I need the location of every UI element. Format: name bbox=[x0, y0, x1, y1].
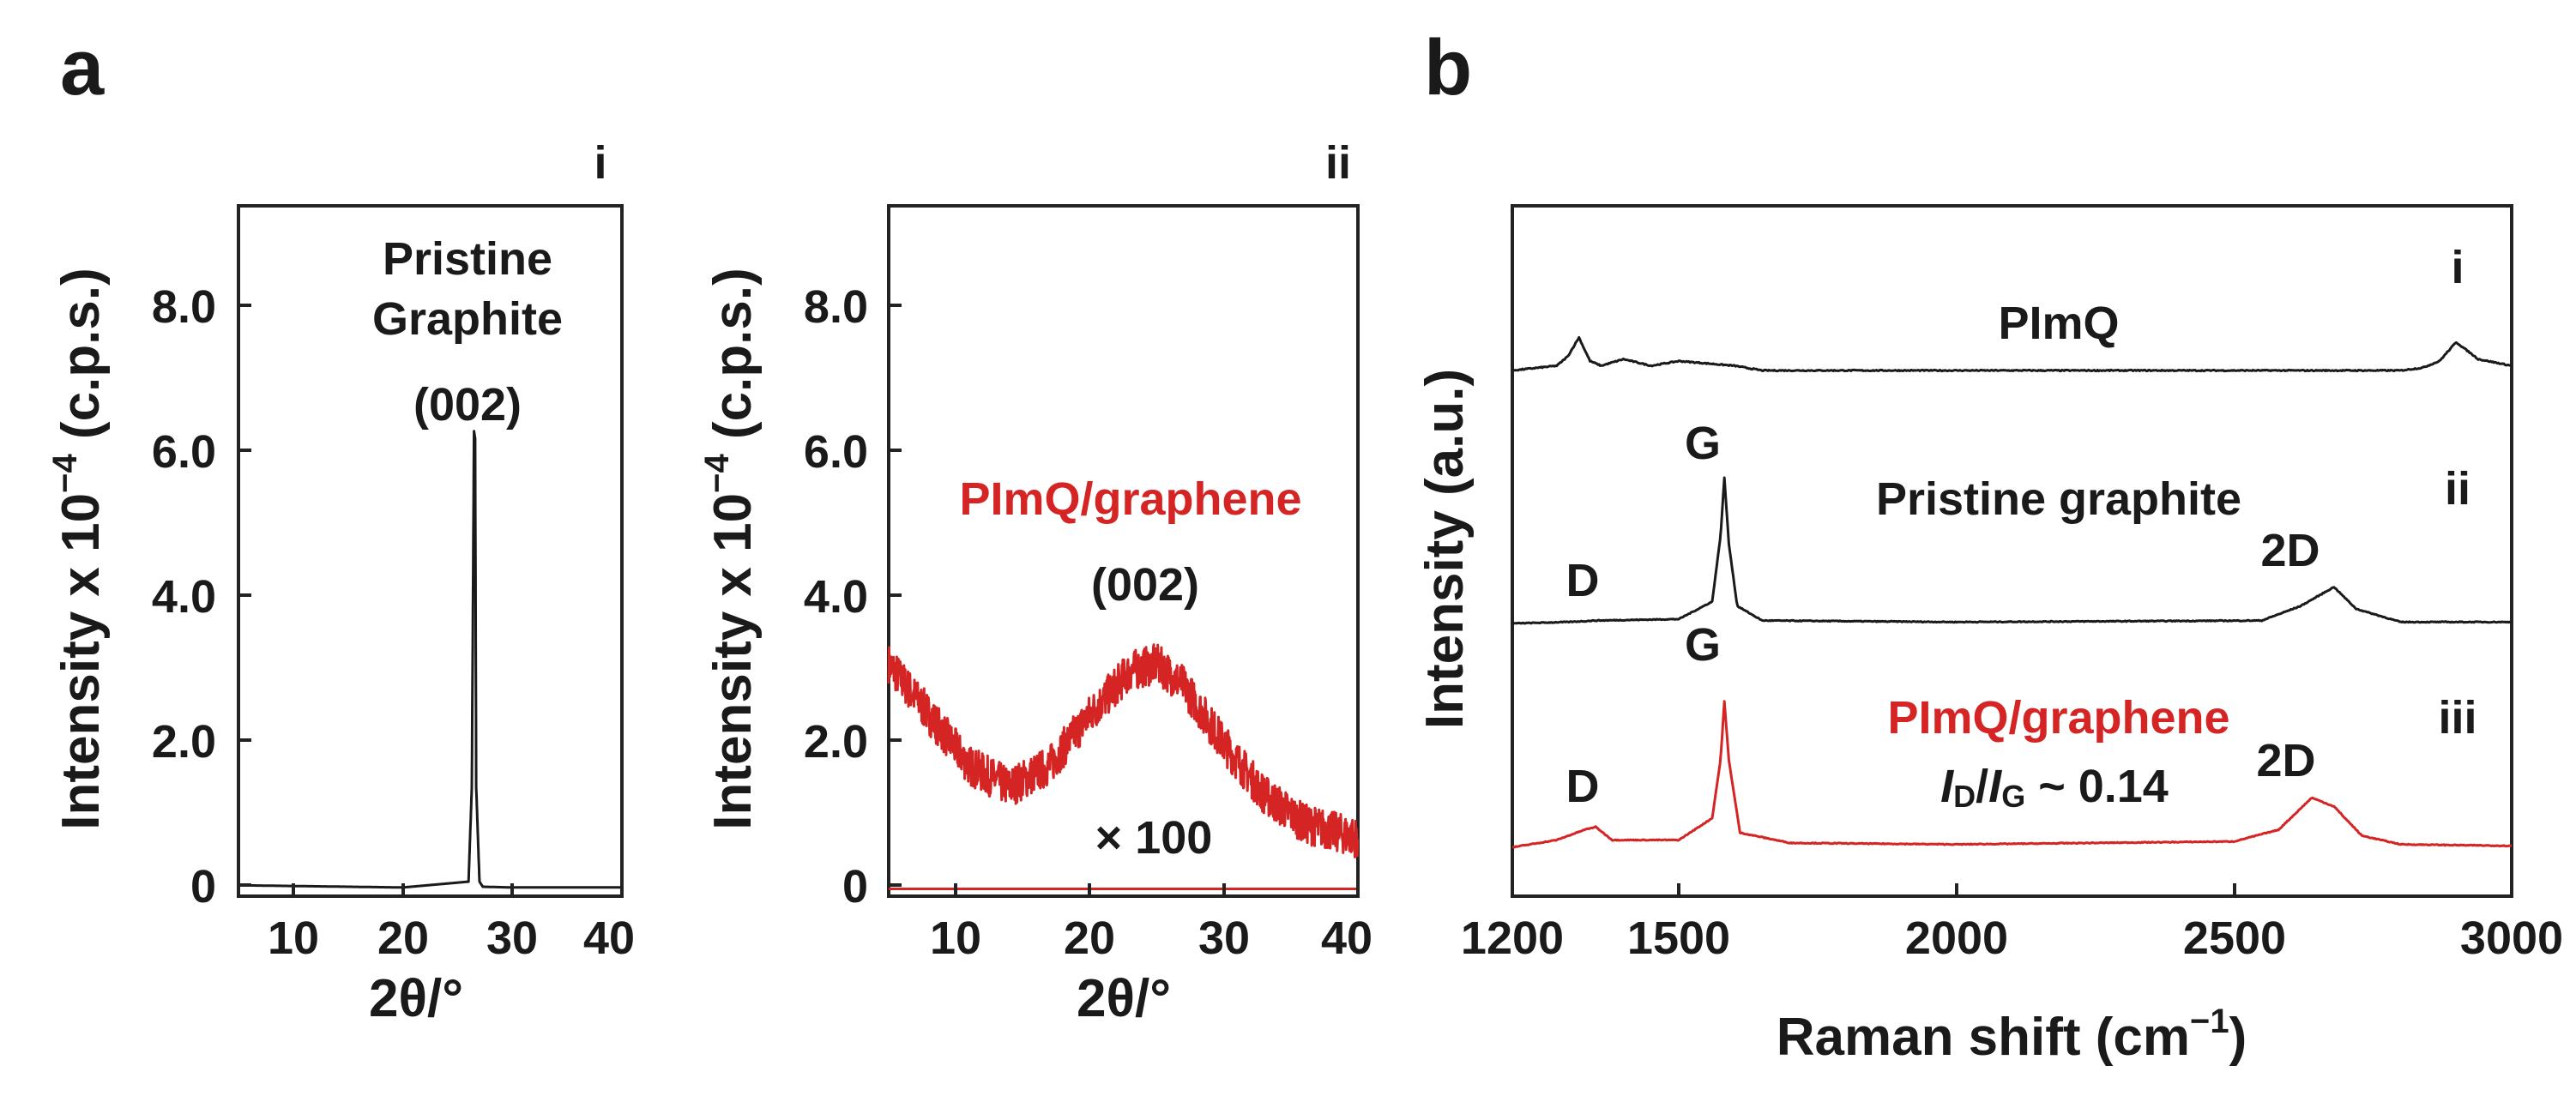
panel-a-ii-x-ticks: 10 20 30 40 bbox=[930, 883, 1372, 964]
y-tick-label: 8.0 bbox=[804, 281, 868, 333]
x-tick-label: 30 bbox=[1198, 912, 1250, 964]
panel-a-ii-y-ticks: 0 2.0 4.0 6.0 8.0 bbox=[804, 281, 902, 912]
x-tick-label: 10 bbox=[930, 912, 981, 964]
y-tick-label: 6.0 bbox=[804, 426, 868, 478]
trace-ii-roman: ii bbox=[2445, 463, 2470, 515]
panel-b-frame bbox=[1511, 204, 2513, 898]
panel-letter-a: a bbox=[60, 24, 105, 111]
y-tick-label: 4.0 bbox=[152, 571, 216, 623]
x-tick-label: 40 bbox=[1321, 912, 1372, 964]
composite-g-band-label: G bbox=[1685, 619, 1721, 671]
peak-002-label: (002) bbox=[1091, 559, 1199, 611]
panel-b-plot: 1200 1500 2000 2500 3000 PImQ i Pristine… bbox=[1415, 204, 2563, 1067]
peak-002-label: (002) bbox=[413, 379, 522, 431]
x-tick-label: 2000 bbox=[1905, 912, 2008, 964]
trace-i-roman: i bbox=[2451, 242, 2464, 293]
graphite-g-band-label: G bbox=[1685, 418, 1721, 469]
x-tick-label: 1500 bbox=[1627, 912, 1730, 964]
x-tick-label: 1200 bbox=[1461, 912, 1564, 964]
x-tick-label: 2500 bbox=[2183, 912, 2286, 964]
x-tick-label: 30 bbox=[486, 912, 538, 964]
panel-a-i-x-axis-label: 2θ/° bbox=[369, 969, 463, 1028]
x-tick-label: 3000 bbox=[2460, 912, 2563, 964]
panel-a-i-frame bbox=[237, 204, 624, 898]
pimq-raman-trace bbox=[1511, 335, 2513, 373]
pristine-label-line1: Pristine bbox=[383, 233, 552, 285]
panel-a-i-x-ticks: 10 20 30 40 bbox=[268, 883, 635, 964]
y-tick-label: 8.0 bbox=[152, 281, 216, 333]
pimq-graphene-xrd-x100-trace bbox=[887, 643, 1360, 858]
panel-b-x-ticks: 1200 1500 2000 2500 3000 bbox=[1461, 883, 2563, 964]
panel-a-ii-roman: ii bbox=[1325, 137, 1351, 189]
y-tick-label: 0 bbox=[842, 861, 868, 912]
pimq-trace-label: PImQ bbox=[1998, 298, 2119, 349]
panel-a-ii-frame bbox=[887, 204, 1360, 898]
pristine-graphite-trace-label: Pristine graphite bbox=[1876, 473, 2241, 525]
id-ig-ratio-label: ID/IG ~ 0.14 bbox=[1940, 761, 2169, 814]
panel-a-ii-plot: 10 20 30 40 0 2.0 4.0 6.0 8.0 PImQ/graph… bbox=[698, 204, 1372, 1028]
x-tick-label: 20 bbox=[377, 912, 429, 964]
panel-a-i-plot: 10 20 30 40 0 2.0 4.0 6.0 8.0 Pristine G… bbox=[46, 204, 635, 1028]
y-tick-label: 0 bbox=[190, 861, 216, 912]
pristine-graphite-raman-trace bbox=[1511, 476, 2513, 625]
panel-letter-b: b bbox=[1424, 24, 1472, 111]
graphite-d-band-label: D bbox=[1566, 555, 1600, 606]
pimq-graphene-trace-label: PImQ/graphene bbox=[1887, 692, 2229, 744]
pimq-graphene-label: PImQ/graphene bbox=[959, 473, 1301, 525]
pristine-graphite-xrd-trace bbox=[237, 430, 624, 889]
y-tick-label: 4.0 bbox=[804, 571, 868, 623]
x-tick-label: 20 bbox=[1064, 912, 1115, 964]
y-tick-label: 2.0 bbox=[804, 716, 868, 768]
panel-a-i-y-axis-label: Intensity x 10−4 (c.p.s.) bbox=[46, 268, 111, 829]
x-tick-label: 10 bbox=[268, 912, 319, 964]
composite-d-band-label: D bbox=[1566, 761, 1600, 812]
panel-b-x-axis-label: Raman shift (cm−1) bbox=[1777, 1003, 2247, 1067]
scale-x100-label: × 100 bbox=[1095, 812, 1213, 864]
y-tick-label: 2.0 bbox=[152, 716, 216, 768]
graphite-2d-band-label: 2D bbox=[2260, 525, 2320, 576]
pristine-label-line2: Graphite bbox=[372, 293, 563, 345]
panel-a-ii-x-axis-label: 2θ/° bbox=[1077, 969, 1171, 1028]
x-tick-label: 40 bbox=[583, 912, 635, 964]
panel-a-i-roman: i bbox=[594, 137, 606, 189]
panel-b-y-axis-label: Intensity (a.u.) bbox=[1415, 369, 1475, 729]
composite-2d-band-label: 2D bbox=[2256, 735, 2315, 786]
y-tick-label: 6.0 bbox=[152, 426, 216, 478]
trace-iii-roman: iii bbox=[2438, 692, 2476, 744]
pimq-graphene-raman-trace bbox=[1511, 700, 2513, 849]
panel-a-ii-y-axis-label: Intensity x 10−4 (c.p.s.) bbox=[698, 268, 763, 829]
panel-a-i-y-ticks: 0 2.0 4.0 6.0 8.0 bbox=[152, 281, 251, 912]
